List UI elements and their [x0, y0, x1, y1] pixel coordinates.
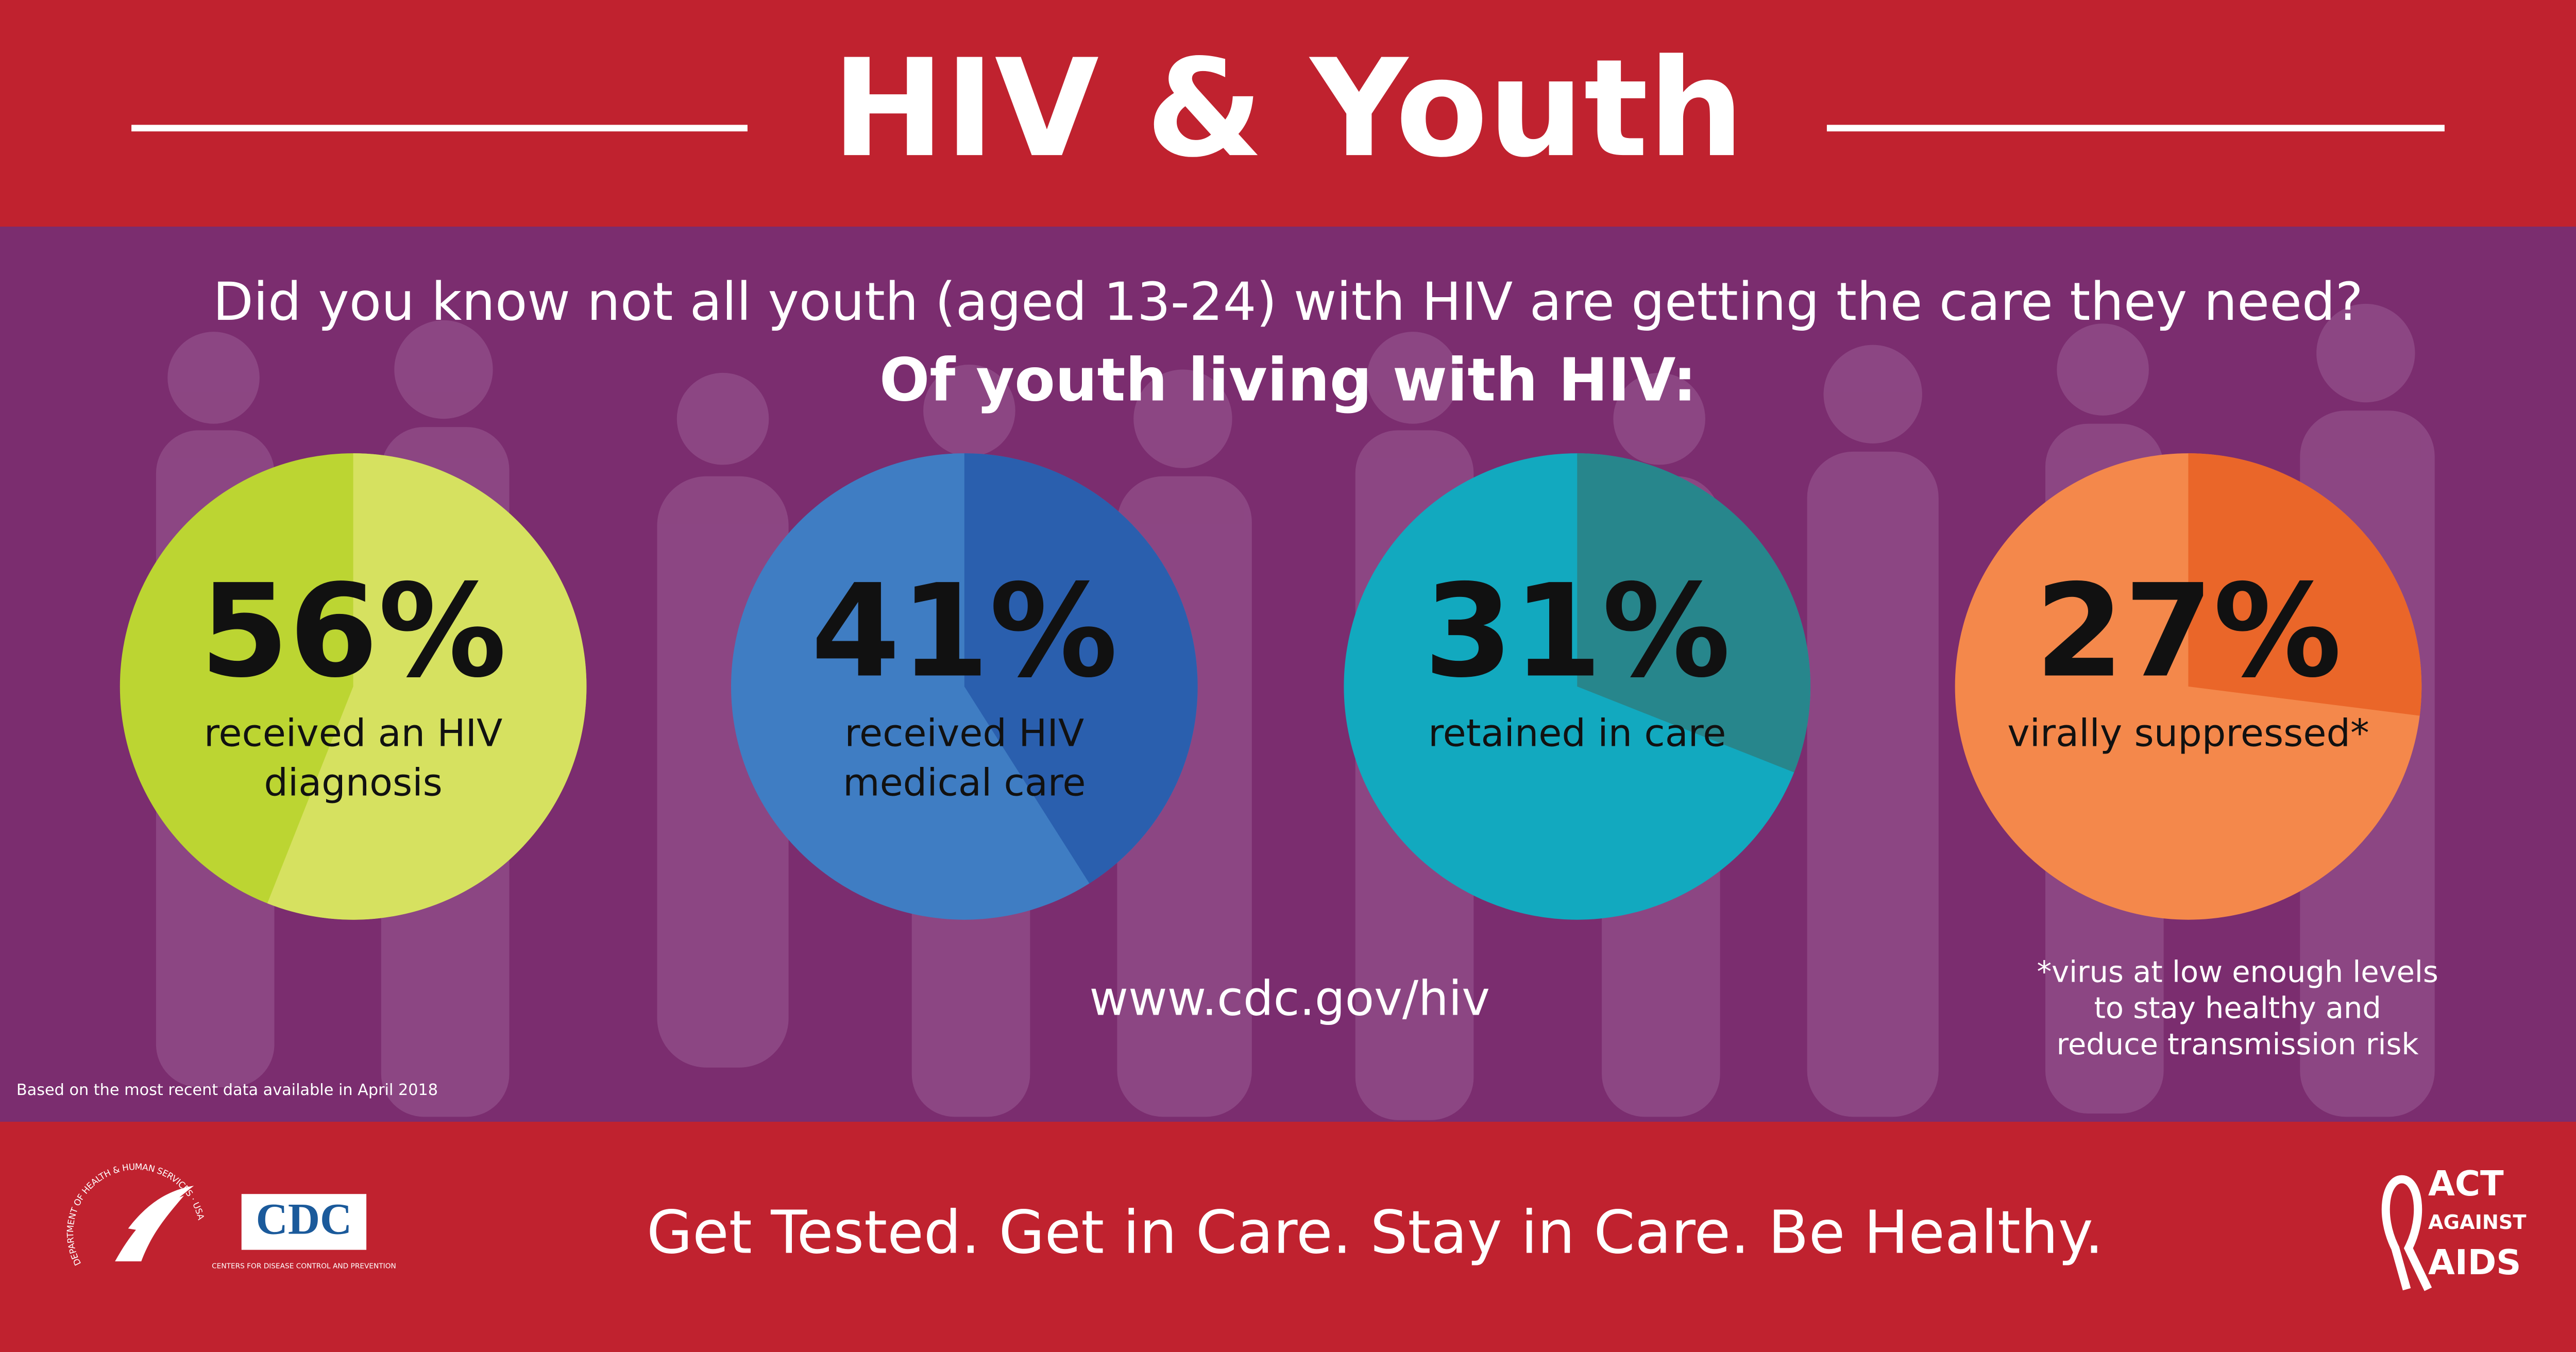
pie-caption: virally suppressed*: [2007, 712, 2369, 756]
footer-band: [0, 1121, 2576, 1352]
percent-label: 27%: [2035, 556, 2342, 706]
pie-wedge: [267, 453, 587, 920]
pie-chart: 56% received an HIV diagnosis: [120, 453, 587, 920]
footnote: reduce transmission risk: [2057, 1027, 2419, 1062]
lead: Of youth living with HIV:: [879, 346, 1697, 415]
pie-caption: diagnosis: [264, 761, 443, 805]
pie-caption: retained in care: [1428, 712, 1726, 756]
cdc-logo-text: CDC: [256, 1194, 352, 1243]
act-against-aids-logo: ACT AGAINST AIDS: [2381, 1163, 2526, 1291]
percent-label: 31%: [1424, 556, 1731, 706]
footnote: *virus at low enough levels: [2037, 955, 2438, 989]
pie-caption: medical care: [843, 761, 1086, 805]
pie-wedge: [964, 453, 1198, 884]
cdc-logo: CDC CENTERS FOR DISEASE CONTROL AND PREV…: [212, 1194, 396, 1271]
url[interactable]: www.cdc.gov/hiv: [1089, 971, 1490, 1026]
pie-wedge: [1577, 453, 1811, 773]
source-note: Based on the most recent data available …: [16, 1081, 438, 1099]
pie-caption: received an HIV: [204, 712, 502, 756]
campaign-text: AIDS: [2428, 1242, 2521, 1282]
pie-chart: 41% received HIV medical care: [731, 453, 1198, 920]
question: Did you know not all youth (aged 13-24) …: [213, 271, 2363, 333]
pie-chart: 31% retained in care: [1344, 453, 1811, 920]
footnote: to stay healthy and: [2094, 991, 2381, 1025]
pie-chart: 27% virally suppressed*: [1955, 453, 2422, 920]
pie-wedge: [2188, 453, 2422, 716]
percent-label: 41%: [811, 556, 1117, 706]
campaign-text: ACT: [2428, 1163, 2504, 1204]
header-band: [0, 0, 2576, 227]
percent-label: 56%: [200, 556, 506, 706]
campaign-text: AGAINST: [2428, 1211, 2526, 1234]
tagline: Get Tested. Get in Care. Stay in Care. B…: [647, 1198, 2104, 1267]
pie-caption: received HIV: [844, 712, 1084, 756]
title: HIV & Youth: [832, 30, 1744, 187]
pie-charts: 56% received an HIV diagnosis 41% received H…: [120, 453, 2422, 920]
cdc-subtitle: CENTERS FOR DISEASE CONTROL AND PREVENTI…: [212, 1262, 396, 1271]
